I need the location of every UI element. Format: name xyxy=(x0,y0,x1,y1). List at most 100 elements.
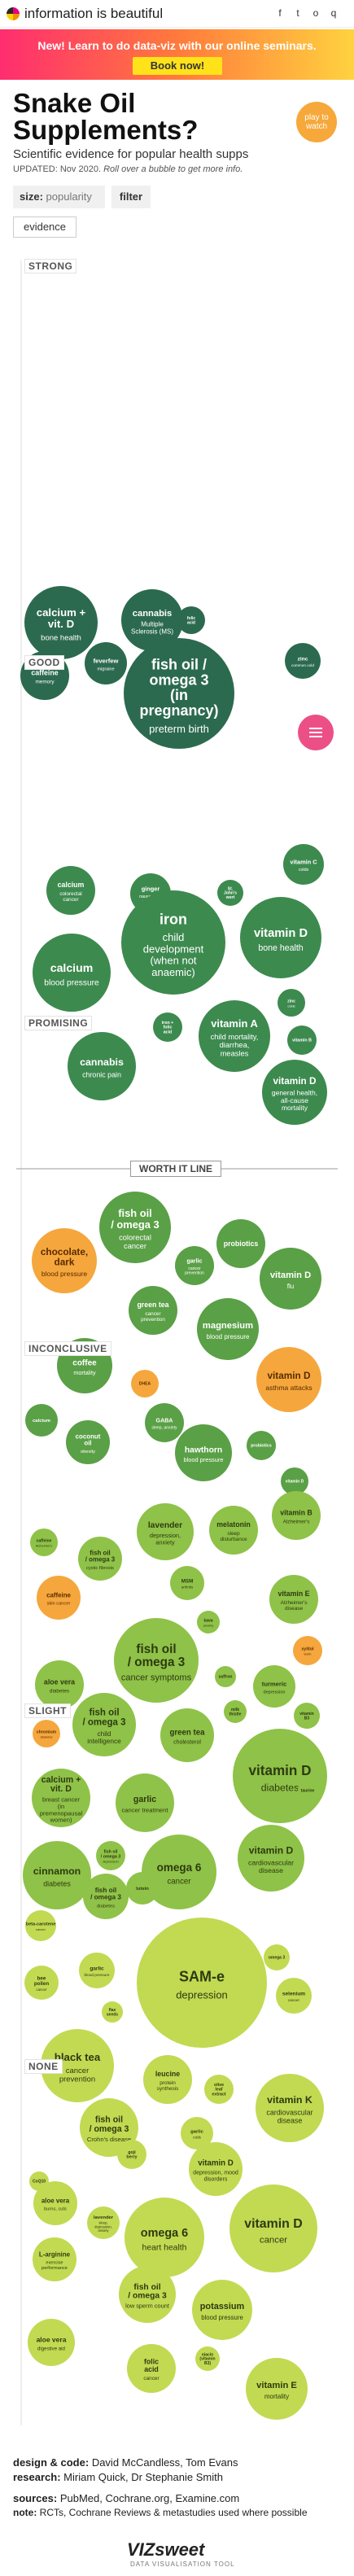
bubble-msm[interactable]: MSM arthritis xyxy=(170,1566,204,1600)
filter-button[interactable]: filter xyxy=(111,186,151,208)
bubble-circle[interactable] xyxy=(137,1918,267,2048)
bubble-beta-carotene[interactable]: beta-carotene cancer xyxy=(25,1910,56,1941)
bubble-iron-folic-acid[interactable]: iron + folic acid xyxy=(153,1012,182,1042)
bubble-circle[interactable] xyxy=(256,1347,321,1412)
bubble-circle[interactable] xyxy=(131,1370,159,1397)
bubble-circle[interactable] xyxy=(102,2001,123,2023)
bubble-lavender[interactable]: lavender sleep, depression, anxiety xyxy=(87,2206,120,2239)
bubble-st-john-s-wort[interactable]: St. John's wort xyxy=(217,880,243,906)
bubble-probiotics[interactable]: probiotics xyxy=(247,1431,276,1460)
bubble-circle[interactable] xyxy=(189,2142,243,2196)
bubble-circle[interactable] xyxy=(96,1841,125,1870)
book-now-button[interactable]: Book now! xyxy=(133,57,222,75)
bubble-circle[interactable] xyxy=(238,1825,304,1892)
bubble-probiotics[interactable]: probiotics xyxy=(216,1219,265,1268)
bubble-circle[interactable] xyxy=(209,1506,258,1555)
bubble-circle[interactable] xyxy=(124,638,234,749)
bubble-fish-oil-omega-3[interactable]: fish oil / omega 3 cystic fibrosis xyxy=(78,1537,122,1581)
bubble-magnesium[interactable]: magnesium blood pressure xyxy=(197,1298,259,1360)
bubble-vitamin-b[interactable]: vitamin B Alzheimer's xyxy=(272,1491,321,1540)
bubble-turmeric[interactable]: turmeric depression xyxy=(253,1665,295,1708)
size-selector[interactable]: size: popularity xyxy=(13,186,105,208)
bubble-circle[interactable] xyxy=(197,1298,259,1360)
bubble-vitamin-d[interactable]: vitamin D xyxy=(281,1467,308,1495)
bubble-circle[interactable] xyxy=(195,2346,220,2371)
bubble-dhea[interactable]: DHEA xyxy=(131,1370,159,1397)
bubble-fish-oil-omega-3[interactable]: fish oil / omega 3 diabetes xyxy=(83,1874,129,1919)
bubble-circle[interactable] xyxy=(125,2198,204,2277)
bubble-green-tea[interactable]: green tea cholesterol xyxy=(160,1708,214,1762)
bubble-vitamin-b3[interactable]: vitamin B3 xyxy=(294,1703,320,1729)
bubble-circle[interactable] xyxy=(197,1611,220,1634)
brand-name[interactable]: information is beautiful xyxy=(24,6,164,21)
bubble-vitamin-d[interactable]: vitamin D asthma attacks xyxy=(256,1347,321,1412)
bubble-zinc[interactable]: zinc common cold xyxy=(285,643,321,679)
bubble-calcium[interactable]: calcium blood pressure xyxy=(33,934,111,1012)
bubble-green-tea[interactable]: green tea cancer prevention xyxy=(129,1286,177,1335)
bubble-aloe-vera[interactable]: aloe vera burns, cuts xyxy=(33,2181,77,2225)
bubble-chromium[interactable]: chromium diabetes xyxy=(33,1720,60,1747)
bubble-circle[interactable] xyxy=(119,2266,176,2323)
bubble-vitamin-e[interactable]: vitamin E mortality xyxy=(246,2358,308,2420)
bubble-circle[interactable] xyxy=(24,1966,59,2000)
bubble-vitamin-d[interactable]: vitamin D bone health xyxy=(240,897,321,978)
bubble-circle[interactable] xyxy=(199,1000,270,1072)
bubble-vitamin-d[interactable]: vitamin D depression, mood disorders xyxy=(189,2142,243,2196)
bubble-circle[interactable] xyxy=(240,897,321,978)
bubble-circle[interactable] xyxy=(117,2140,146,2169)
bubble-circle[interactable] xyxy=(23,1841,91,1909)
bubble-aloe-vera[interactable]: aloe vera digestive aid xyxy=(28,2319,75,2366)
bubble-circle[interactable] xyxy=(145,1403,184,1442)
bubble-garlic[interactable]: garlic cancer treatment xyxy=(116,1773,174,1832)
bubble-feverfew[interactable]: feverfew migraine xyxy=(85,642,127,684)
bubble-cannabis[interactable]: cannabis chronic pain xyxy=(68,1032,136,1100)
bubble-circle[interactable] xyxy=(80,2098,138,2157)
bubble-circle[interactable] xyxy=(33,934,111,1012)
bubble-circle[interactable] xyxy=(121,890,225,995)
bubble-circle[interactable] xyxy=(87,2206,120,2239)
bubble-flax-seeds[interactable]: flax seeds xyxy=(102,2001,123,2023)
bubble-circle[interactable] xyxy=(175,1424,232,1481)
bubble-circle[interactable] xyxy=(121,589,183,651)
bubble-circle[interactable] xyxy=(298,1781,317,1800)
bubble-circle[interactable] xyxy=(293,1636,322,1665)
bubble-circle[interactable] xyxy=(99,1192,171,1263)
bubble-circle[interactable] xyxy=(25,1404,58,1437)
bubble-caffeine[interactable]: caffeine Alzheimer's xyxy=(30,1529,58,1556)
bubble-niacin-vitamin-b3[interactable]: niacin (vitamin B3) xyxy=(195,2346,220,2371)
bubble-circle[interactable] xyxy=(72,1693,136,1756)
bubble-garlic[interactable]: garlic blood pressure xyxy=(79,1953,115,1988)
play-to-watch-button[interactable]: play to watch xyxy=(296,102,337,142)
bubble-selenium[interactable]: selenium cancer xyxy=(276,1978,312,2014)
bubble-circle[interactable] xyxy=(276,1978,312,2014)
bubble-circle[interactable] xyxy=(68,1032,136,1100)
bubble-aloe-vera[interactable]: aloe vera diabetes xyxy=(35,1660,84,1709)
bubble-circle[interactable] xyxy=(32,1769,90,1827)
bubble-xylitol[interactable]: xylitol teeth xyxy=(293,1636,322,1665)
bubble-circle[interactable] xyxy=(160,1708,214,1762)
bubble-circle[interactable] xyxy=(285,643,321,679)
bubble-l-arginine[interactable]: L-arginine exercise performance xyxy=(33,2237,76,2281)
bubble-fish-oil-omega-3-in-pregnancy[interactable]: fish oil / omega 3 (in pregnancy) preterm bi… xyxy=(124,638,234,749)
bubble-fish-oil-omega-3[interactable]: fish oil / omega 3 colorectal cancer xyxy=(99,1192,171,1263)
bubble-goji-berry[interactable]: goji berry xyxy=(117,2140,146,2169)
bubble-cannabis[interactable]: cannabis Multiple Sclerosis (MS) xyxy=(121,589,183,651)
bubble-circle[interactable] xyxy=(247,1431,276,1460)
bubble-circle[interactable] xyxy=(246,2358,308,2420)
bubble-circle[interactable] xyxy=(287,1026,317,1055)
bubble-vitamin-d[interactable]: vitamin D cancer xyxy=(229,2185,317,2272)
bubble-circle[interactable] xyxy=(116,1773,174,1832)
bubble-vitamin-a[interactable]: vitamin A child mortality, diarrhea, measle… xyxy=(199,1000,270,1072)
bubble-circle[interactable] xyxy=(83,1874,129,1919)
bubble-circle[interactable] xyxy=(215,1666,236,1687)
bubble-black-tea[interactable]: black tea cancer prevention xyxy=(41,2029,114,2102)
bubble-milk-thistle[interactable]: milk thistle xyxy=(224,1700,247,1723)
bubble-hawthorn[interactable]: hawthorn blood pressure xyxy=(175,1424,232,1481)
bubble-fish-oil-omega-3[interactable]: fish oil / omega 3 low sperm count xyxy=(119,2266,176,2323)
bubble-circle[interactable] xyxy=(204,2075,234,2104)
bubble-fish-oil-omega-3[interactable]: fish oil / omega 3 child intelligence xyxy=(72,1693,136,1756)
bubble-chocolate-dark[interactable]: chocolate, dark blood pressure xyxy=(32,1228,97,1293)
bubble-omega-6[interactable]: omega 6 heart health xyxy=(125,2198,204,2277)
bubble-circle[interactable] xyxy=(264,1944,290,1970)
bubble-olive-leaf-extract[interactable]: olive leaf extract xyxy=(204,2075,234,2104)
